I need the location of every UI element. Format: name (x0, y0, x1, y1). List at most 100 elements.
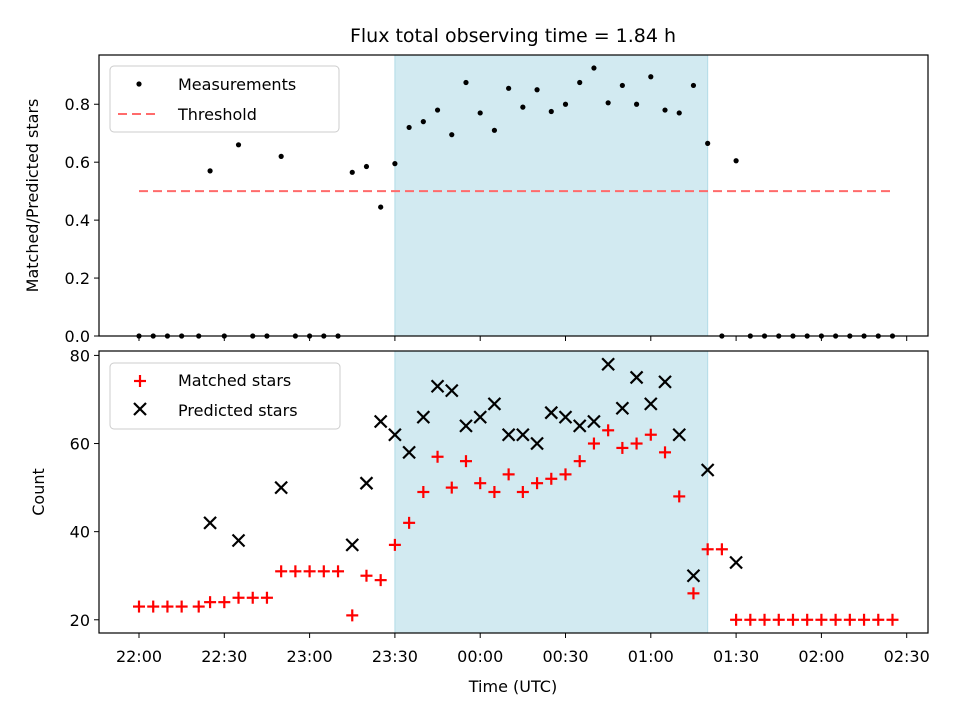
legend-marker-predicted (133, 402, 147, 416)
predicted-star-point (672, 427, 687, 442)
measurement-point (506, 85, 512, 91)
matched-star-point (204, 596, 217, 609)
matched-star-point (801, 613, 814, 626)
measurement-point (278, 153, 284, 159)
y-axis-label: Matched/Predicted stars (23, 99, 42, 293)
predicted-star-point (544, 405, 559, 420)
x-tick-label: 02:00 (798, 647, 844, 666)
y-tick-label: 60 (70, 435, 90, 454)
matched-star-point (673, 490, 686, 503)
matched-star-point (275, 565, 288, 578)
predicted-star-point (345, 538, 360, 552)
measurement-point (463, 79, 469, 86)
predicted-star-point (686, 568, 701, 583)
matched-star-point (772, 613, 785, 626)
matched-star-point (431, 450, 444, 463)
observing-window-shade (394, 350, 709, 634)
measurement-point (406, 124, 412, 131)
matched-star-point (701, 543, 714, 556)
predicted-star-point (501, 427, 516, 442)
predicted-star-point (274, 480, 288, 495)
predicted-star-point (459, 419, 473, 433)
predicted-star-point (388, 427, 402, 442)
measurement-point (633, 101, 640, 107)
matched-star-point (659, 446, 672, 459)
measurement-point (619, 82, 625, 89)
matched-star-point (687, 587, 700, 600)
matched-star-point (715, 543, 728, 556)
predicted-star-point (487, 397, 502, 411)
matched-star-point (730, 613, 743, 626)
x-tick-label: 02:30 (884, 647, 930, 666)
predicted-star-point (373, 414, 388, 429)
measurement-point (363, 163, 370, 170)
matched-star-point (630, 437, 643, 450)
measurement-point (520, 104, 526, 110)
matched-star-point (459, 455, 472, 468)
y-tick-label: 0.0 (65, 327, 90, 346)
measurement-point (591, 65, 597, 71)
matched-star-point (388, 538, 401, 551)
ratio-panel: 0.00.20.40.60.8 Matched/Predicted stars … (23, 54, 929, 346)
measurement-point (605, 100, 611, 106)
measurement-point (392, 161, 398, 167)
predicted-star-point (601, 357, 615, 371)
predicted-star-point (629, 370, 644, 385)
matched-stars-points (133, 424, 899, 626)
measurement-point (705, 140, 711, 146)
predicted-star-point (729, 555, 743, 570)
y-axis-ticks: 0.0 0.2 0.4 0.6 0.8 (65, 95, 99, 346)
x-tick-label: 22:30 (201, 647, 247, 666)
y-tick-label: 20 (70, 611, 90, 630)
matched-star-point (587, 437, 600, 450)
x-tick-label: 01:30 (713, 647, 759, 666)
matched-star-point (332, 565, 345, 578)
matched-star-point (573, 455, 586, 468)
matched-star-point (843, 613, 856, 626)
legend-box (109, 362, 341, 430)
legend-box (109, 65, 340, 133)
measurement-point (235, 142, 242, 148)
measurement-point (562, 101, 569, 107)
measurement-point (420, 119, 426, 125)
predicted-star-point (615, 401, 630, 416)
matched-star-point (559, 468, 572, 481)
measurement-point (349, 169, 355, 175)
matched-star-point (232, 591, 245, 604)
measurement-point (207, 168, 213, 174)
count-legend: Matched stars Predicted stars (109, 362, 341, 430)
matched-star-point (616, 441, 629, 454)
predicted-star-point (516, 427, 530, 442)
measurement-point (449, 132, 455, 138)
measurement-point (733, 158, 739, 164)
predicted-star-point (530, 436, 544, 451)
matched-star-point (858, 613, 871, 626)
x-tick-label: 01:00 (628, 647, 674, 666)
observing-window-shade (394, 54, 709, 337)
measurement-point (548, 108, 554, 115)
count-panel: 20 40 60 80 22:00 22:30 23:00 23:30 00:00 00:30 0… (29, 346, 930, 696)
matched-star-point (531, 477, 544, 490)
matched-star-point (445, 481, 458, 494)
matched-star-point (545, 472, 558, 485)
y-axis-ticks: 20 40 60 80 (70, 346, 99, 630)
count-axes-frame (98, 350, 929, 634)
matched-star-point (246, 591, 259, 604)
matched-star-point (829, 613, 842, 626)
predicted-star-point (203, 516, 217, 530)
matched-star-point (516, 486, 529, 498)
predicted-star-point (587, 414, 601, 429)
predicted-star-point (700, 463, 715, 477)
measurement-point (477, 110, 483, 116)
legend-marker-measurements (136, 81, 142, 87)
matched-star-point (346, 609, 359, 622)
x-tick-label: 22:00 (116, 647, 162, 666)
measurement-point (577, 79, 583, 86)
matched-star-point (192, 600, 205, 613)
matched-star-point (886, 613, 899, 626)
measurement-point (434, 107, 441, 113)
x-tick-label: 23:30 (372, 647, 418, 666)
x-axis-label: Time (UTC) (468, 677, 557, 696)
predicted-stars-points (203, 357, 743, 583)
